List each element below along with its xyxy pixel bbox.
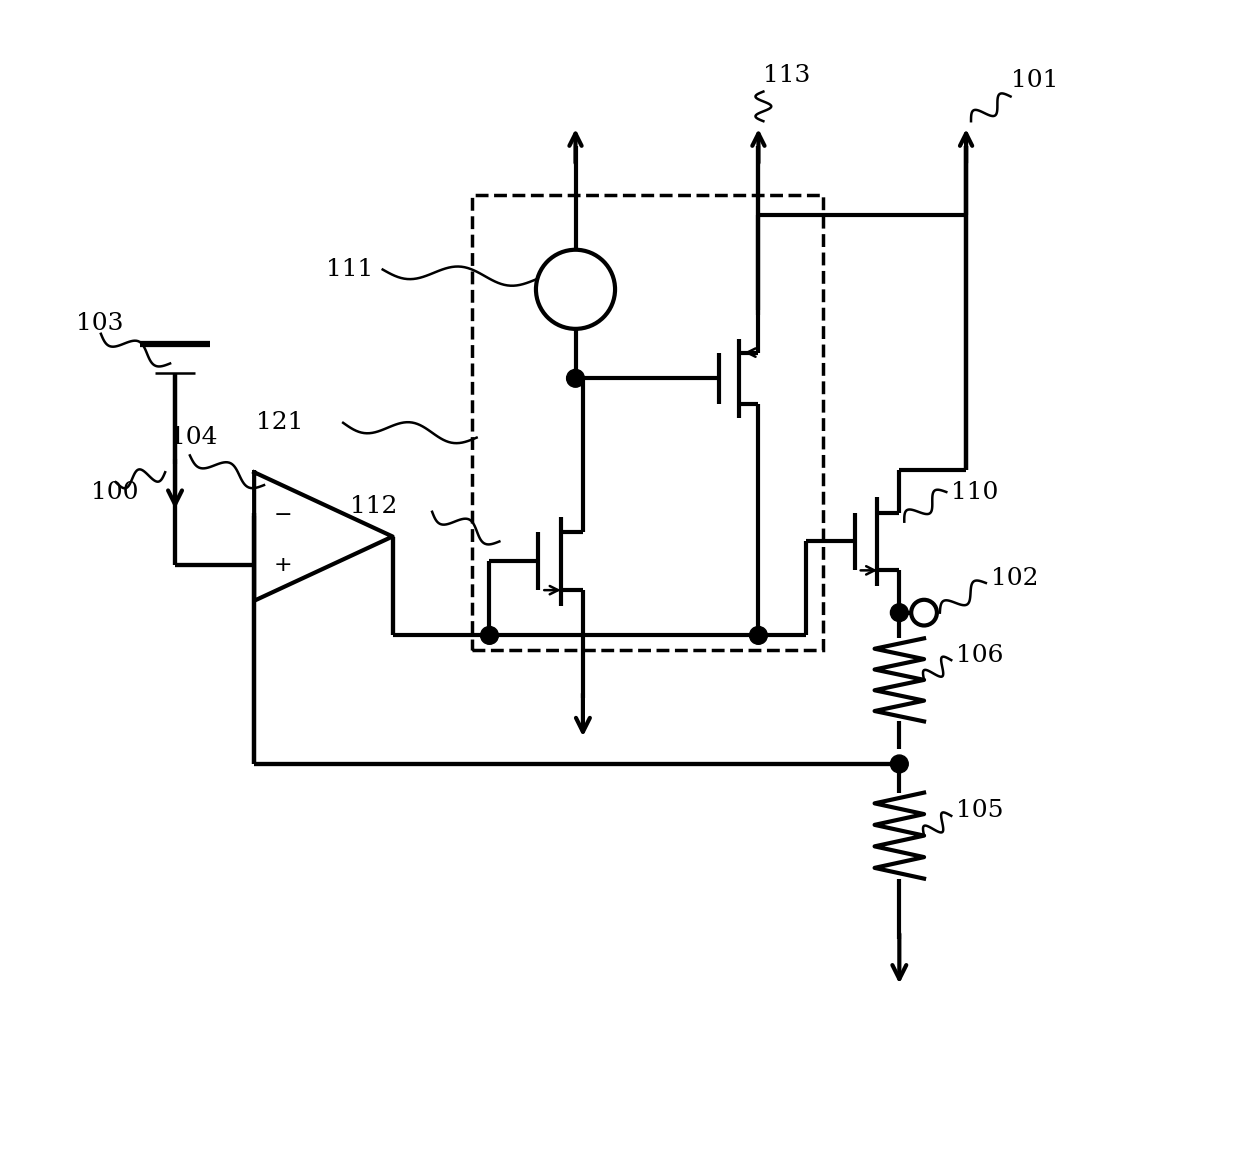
Circle shape xyxy=(567,370,584,387)
Bar xyxy=(471,195,822,651)
Circle shape xyxy=(481,626,498,644)
Circle shape xyxy=(890,755,908,773)
Circle shape xyxy=(911,600,937,625)
Circle shape xyxy=(890,604,908,622)
Circle shape xyxy=(536,250,615,329)
Text: $+$: $+$ xyxy=(273,554,291,576)
Text: 106: 106 xyxy=(956,644,1003,667)
Text: 101: 101 xyxy=(1011,69,1058,92)
Text: 105: 105 xyxy=(956,799,1003,823)
Text: 102: 102 xyxy=(991,567,1038,589)
Text: 100: 100 xyxy=(91,481,139,503)
Text: 121: 121 xyxy=(257,411,304,435)
Text: 104: 104 xyxy=(170,426,217,449)
Text: $-$: $-$ xyxy=(273,502,291,524)
Text: 112: 112 xyxy=(350,495,398,518)
Text: 111: 111 xyxy=(326,258,373,281)
Circle shape xyxy=(749,626,768,644)
Text: 110: 110 xyxy=(951,481,998,503)
Text: 103: 103 xyxy=(76,313,124,336)
Text: 113: 113 xyxy=(764,64,811,87)
